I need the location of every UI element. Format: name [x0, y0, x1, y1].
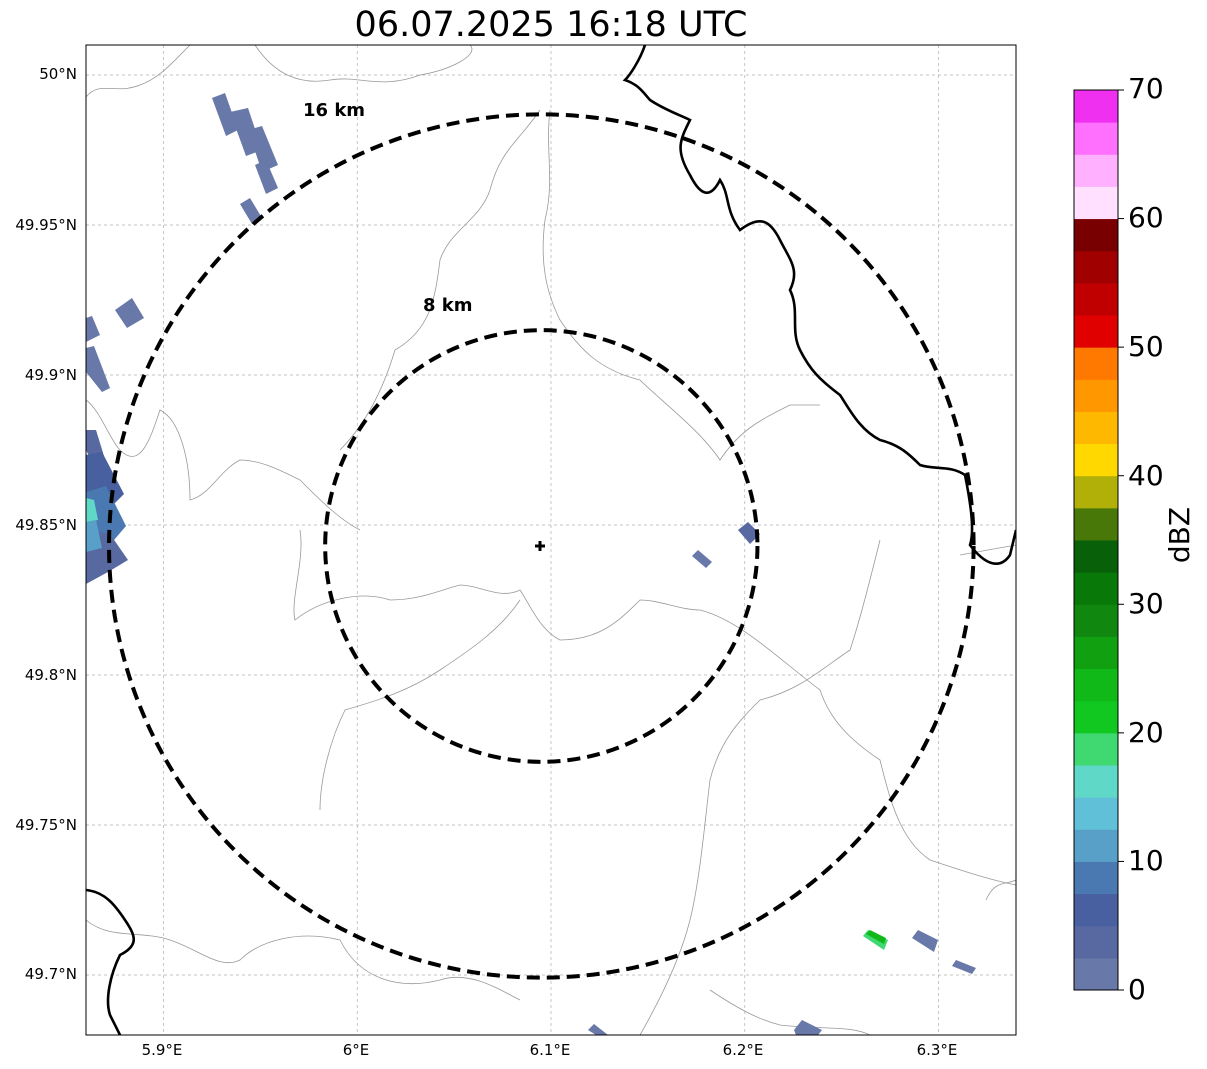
colorbar-band: [1074, 250, 1118, 284]
lon-label: 6.1°E: [529, 1041, 571, 1059]
echo-cell: [738, 522, 760, 544]
echo-cell: [212, 93, 238, 136]
lon-label: 5.9°E: [141, 1041, 183, 1059]
radar-echoes: [86, 93, 976, 1035]
colorbar-band: [1074, 893, 1118, 927]
lon-label: 6.3°E: [916, 1041, 958, 1059]
colorbar: [1073, 89, 1124, 991]
radar-site-icon: [535, 541, 545, 551]
colorbar-band: [1074, 925, 1118, 959]
colorbar-band: [1074, 218, 1118, 252]
colorbar-band: [1074, 347, 1118, 380]
colorbar-band: [1074, 700, 1118, 734]
colorbar-band: [1074, 861, 1118, 895]
lat-label: 49.9°N: [24, 366, 77, 384]
colorbar-label: dBZ: [1163, 506, 1196, 564]
map-frame: [85, 44, 1017, 1036]
lat-label: 49.85°N: [15, 516, 77, 534]
colorbar-band: [1074, 765, 1118, 798]
echo-cell: [692, 550, 712, 568]
colorbar-band: [1074, 507, 1118, 541]
colorbar-band: [1074, 797, 1118, 830]
echo-cell: [912, 930, 938, 952]
colorbar-band: [1074, 282, 1118, 316]
echo-cell: [86, 520, 102, 552]
echo-cell: [86, 498, 98, 522]
echo-cell: [866, 930, 886, 944]
colorbar-tick: 50: [1128, 330, 1164, 363]
colorbar-band: [1074, 957, 1118, 991]
echo-cell: [86, 346, 110, 392]
echo-cell: [952, 960, 976, 974]
colorbar-band: [1074, 829, 1118, 862]
colorbar-tick: 60: [1128, 201, 1164, 234]
colorbar-tick: 20: [1128, 716, 1164, 749]
colorbar-band: [1074, 154, 1118, 187]
lat-label: 49.75°N: [15, 816, 77, 834]
lat-label: 49.7°N: [24, 965, 77, 983]
lat-label: 49.8°N: [24, 666, 77, 684]
colorbar-band: [1074, 315, 1118, 348]
echo-cell: [240, 198, 262, 224]
colorbar-band: [1074, 732, 1118, 766]
colorbar-band: [1074, 572, 1118, 605]
colorbar-band: [1074, 604, 1118, 637]
map-title: 06.07.2025 16:18 UTC: [354, 5, 748, 45]
lon-label: 6°E: [342, 1041, 370, 1059]
lat-label: 49.95°N: [15, 216, 77, 234]
echo-cell: [255, 160, 278, 194]
colorbar-band: [1074, 636, 1118, 670]
colorbar-band: [1074, 90, 1118, 123]
echo-cell: [86, 316, 100, 342]
lat-label: 50°N: [39, 65, 77, 83]
map-gridlines: [86, 45, 1016, 1035]
echo-cell: [115, 298, 144, 328]
echo-cell: [794, 1020, 822, 1035]
colorbar-band: [1074, 186, 1118, 220]
colorbar-tick: 70: [1128, 72, 1164, 105]
range-rings: [107, 112, 976, 980]
ring-label-16km: 16 km: [303, 100, 366, 121]
colorbar-tick: 40: [1128, 459, 1164, 492]
echo-cell: [248, 126, 278, 172]
colorbar-tick: 30: [1128, 587, 1164, 620]
ring-label-8km: 8 km: [423, 295, 473, 316]
colorbar-frame: [1073, 89, 1119, 991]
colorbar-tick: 0: [1128, 973, 1146, 1006]
lon-label: 6.2°E: [722, 1041, 764, 1059]
colorbar-band: [1074, 443, 1118, 477]
colorbar-band: [1074, 122, 1118, 155]
range-ring: [107, 112, 976, 980]
range-ring: [323, 328, 760, 764]
colorbar-band: [1074, 475, 1118, 509]
colorbar-band: [1074, 411, 1118, 445]
border-lines: [86, 45, 1016, 1035]
colorbar-band: [1074, 379, 1118, 412]
colorbar-tick: 10: [1128, 844, 1164, 877]
colorbar-band: [1074, 540, 1118, 573]
echo-cell: [588, 1024, 608, 1035]
colorbar-band: [1074, 668, 1118, 702]
country-border: [86, 45, 1016, 1035]
